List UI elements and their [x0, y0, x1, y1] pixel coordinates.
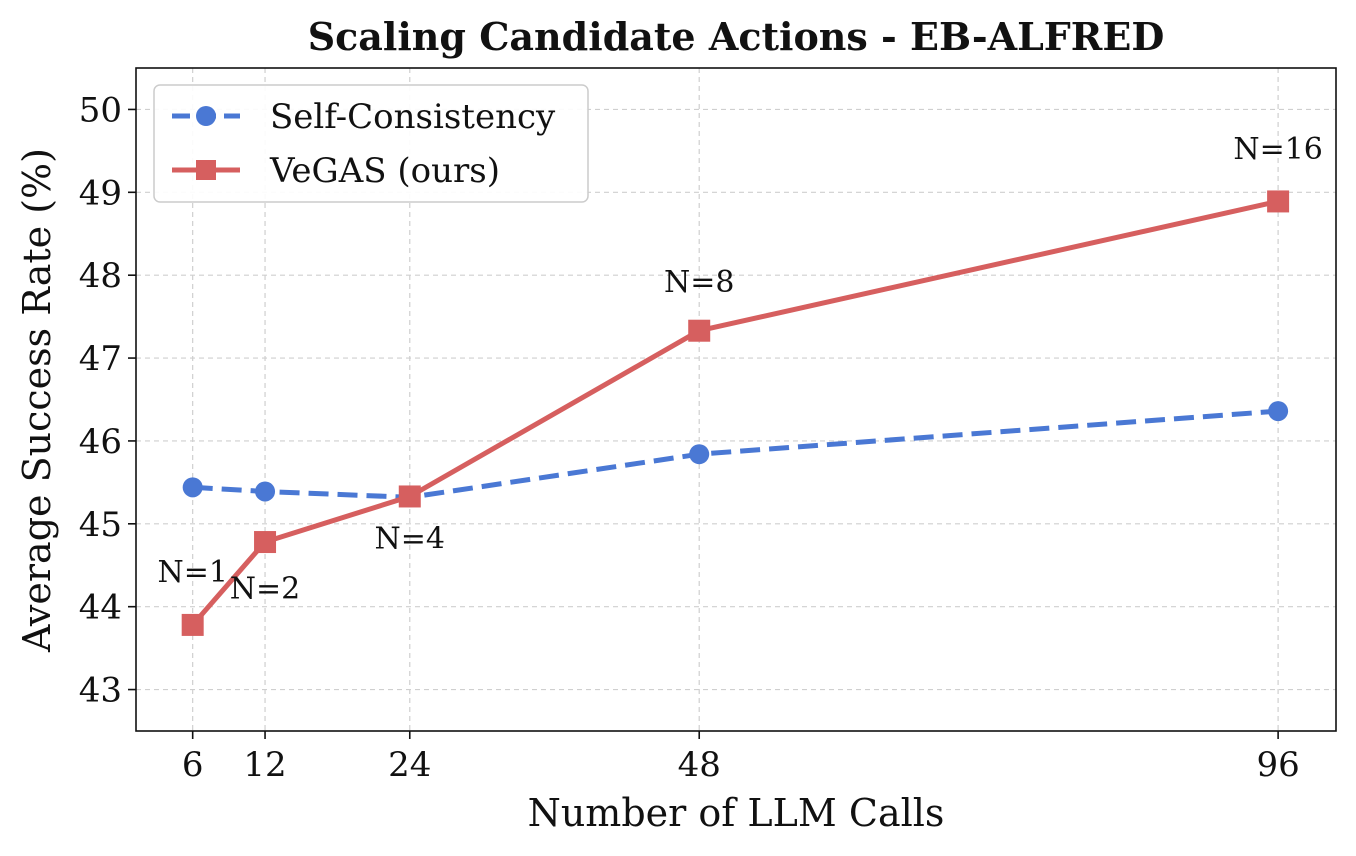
y-tick-label: 47 [79, 339, 122, 379]
axis-ticks: 6 12 24 48 96 43 44 45 46 47 48 49 50 [79, 90, 1300, 785]
y-tick-label: 50 [79, 90, 122, 130]
point-annotation: N=8 [664, 265, 734, 300]
legend-box [153, 84, 589, 203]
plot-frame [135, 67, 1337, 732]
x-axis-title: Number of LLM Calls [528, 791, 945, 835]
y-tick-label: 43 [79, 671, 122, 711]
x-tick-label: 96 [1256, 745, 1299, 785]
series-self-consistency [182, 401, 1289, 508]
data-point [1267, 190, 1290, 213]
x-tick-label: 48 [678, 745, 721, 785]
legend-marker-vegas [196, 160, 216, 180]
point-annotation: N=2 [230, 571, 300, 606]
legend-label-self-consistency: Self-Consistency [270, 97, 556, 137]
series-line-vegas-ours [190, 198, 1279, 627]
point-annotation: N=4 [375, 522, 445, 557]
point-annotation: N=16 [1233, 132, 1323, 167]
data-point [255, 481, 276, 502]
x-tick-label: 6 [182, 745, 204, 785]
legend-label-vegas: VeGAS (ours) [269, 151, 500, 191]
grid [136, 68, 1336, 731]
data-point [182, 477, 203, 498]
legend: Self-Consistency VeGAS (ours) [153, 84, 589, 203]
y-tick-label: 44 [79, 588, 122, 628]
series-vegas-ours [181, 190, 1290, 636]
y-tick-label: 49 [79, 173, 122, 213]
y-axis-title: Average Success Rate (%) [15, 148, 59, 653]
annotations: N=1 N=2 N=4 N=8 N=16 [157, 132, 1322, 606]
point-annotation: N=1 [157, 555, 227, 590]
y-tick-label: 46 [79, 422, 122, 462]
y-tick-label: 48 [79, 256, 122, 296]
data-point [689, 444, 710, 465]
data-point [688, 319, 711, 342]
data-point [1268, 401, 1289, 422]
data-point [398, 485, 421, 508]
legend-marker-self-consistency [196, 106, 216, 126]
series-line-self-consistency [192, 408, 1279, 500]
data-point [254, 531, 277, 554]
data-point [181, 613, 204, 636]
y-tick-label: 45 [79, 505, 122, 545]
x-tick-label: 12 [243, 745, 286, 785]
x-tick-label: 24 [388, 745, 431, 785]
chart-title: Scaling Candidate Actions - EB-ALFRED [308, 14, 1165, 59]
series-layer [181, 190, 1290, 636]
